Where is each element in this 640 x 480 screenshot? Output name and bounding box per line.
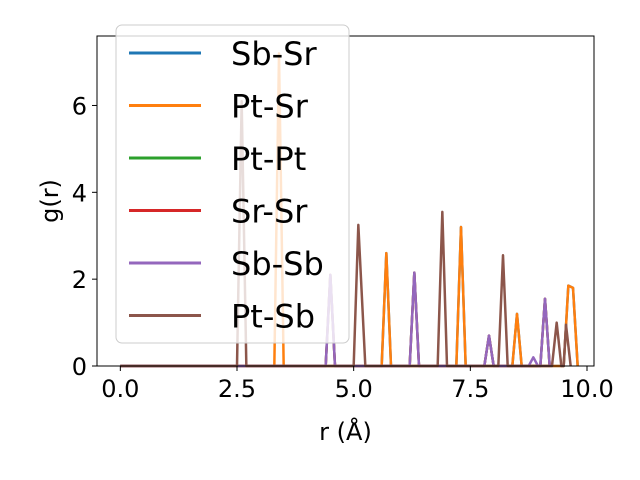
legend-label-pt-pt: Pt-Pt — [231, 140, 306, 178]
x-tick-label: 10.0 — [560, 375, 613, 403]
legend-label-sb-sr: Sb-Sr — [231, 35, 317, 73]
y-tick-label: 6 — [72, 92, 87, 120]
x-axis-label: r (Å) — [319, 417, 372, 446]
x-tick-label: 2.5 — [218, 375, 256, 403]
legend-label-sb-sb: Sb-Sb — [231, 245, 324, 283]
y-tick-label: 2 — [72, 266, 87, 294]
x-tick-label: 5.0 — [335, 375, 373, 403]
x-tick-label: 7.5 — [451, 375, 489, 403]
legend-label-pt-sb: Pt-Sb — [231, 298, 315, 336]
legend: Sb-Sr Pt-Sr Pt-Pt Sr-Sr Sb-Sb Pt-Sb — [115, 24, 350, 344]
legend-label-pt-sr: Pt-Sr — [231, 88, 309, 126]
legend-label-sr-sr: Sr-Sr — [231, 193, 308, 231]
y-axis-label: g(r) — [36, 179, 64, 223]
y-axis: 0 2 4 6 — [72, 92, 97, 381]
y-tick-label: 4 — [72, 179, 87, 207]
x-tick-label: 0.0 — [101, 375, 139, 403]
x-axis: 0.0 2.5 5.0 7.5 10.0 — [101, 366, 614, 403]
y-tick-label: 0 — [72, 353, 87, 381]
